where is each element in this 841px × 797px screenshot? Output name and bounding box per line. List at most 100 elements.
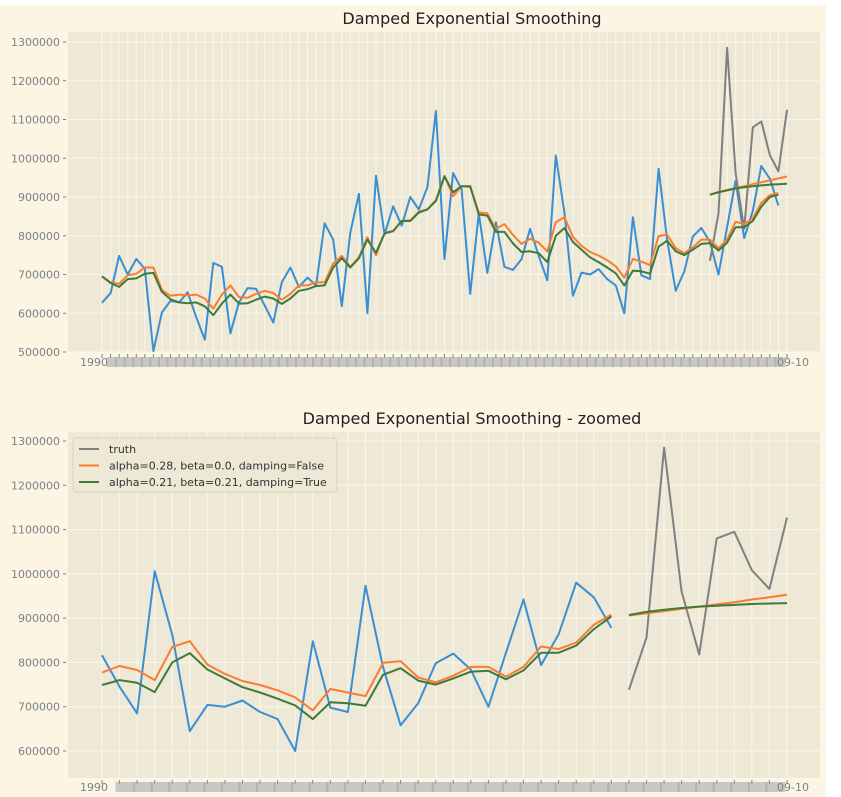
x-axis-bottom: 1990 09-10 — [80, 780, 809, 794]
x-tick-label-overlap — [654, 357, 666, 367]
x-tick-label-overlap — [765, 782, 785, 792]
y-tick-label: 1200000 — [11, 479, 60, 492]
x-tick-label-overlap — [337, 357, 349, 367]
legend-label-model1: alpha=0.28, beta=0.0, damping=False — [109, 460, 324, 473]
x-tick-label-overlap — [238, 782, 259, 792]
y-tick-label: 900000 — [18, 612, 60, 625]
x-tick-label-overlap — [577, 357, 589, 367]
x-tick-label: 09-10 — [777, 781, 809, 794]
x-tick-label-overlap — [168, 782, 188, 792]
series-line-alpha-0-21-beta-0-21-damping-true — [101, 175, 779, 317]
x-tick-label-overlap — [695, 782, 715, 792]
x-tick-label-overlap — [449, 357, 460, 367]
x-tick-label-overlap — [256, 782, 276, 792]
y-tick-label: 1000000 — [11, 568, 60, 581]
x-tick-label-overlap — [723, 357, 734, 367]
y-axis-top: 500000 600000 700000 800000 900000 1000000 110… — [11, 36, 66, 359]
chart-title-bottom: Damped Exponential Smoothing - zoomed — [303, 409, 642, 428]
x-tick-label-overlap — [747, 782, 768, 792]
x-tick-label-overlap — [466, 782, 487, 792]
y-tick-label: 800000 — [18, 230, 60, 243]
x-tick-label-overlap — [765, 357, 777, 367]
x-tick-label-overlap — [303, 357, 315, 367]
x-tick-label: 1990 — [80, 356, 108, 369]
x-tick-label-overlap — [526, 357, 537, 367]
x-tick-label-overlap — [589, 782, 610, 792]
x-tick-label-overlap — [175, 357, 186, 367]
x-tick-label-overlap — [551, 357, 563, 367]
x-tick-label-overlap — [642, 782, 663, 792]
y-tick-label: 700000 — [18, 269, 60, 282]
x-tick-label-overlap — [423, 357, 434, 367]
x-tick-label-overlap — [226, 357, 237, 367]
x-tick-label-overlap — [209, 357, 220, 367]
x-tick-label-overlap — [379, 782, 399, 792]
x-tick-label-overlap — [192, 357, 203, 367]
y-tick-label: 1000000 — [11, 152, 60, 165]
x-tick-label-overlap — [449, 782, 469, 792]
x-tick-label-overlap — [537, 782, 557, 792]
x-tick-label-overlap — [183, 357, 195, 367]
x-tick-label-overlap — [326, 782, 346, 792]
x-tick-label-overlap — [243, 357, 255, 367]
x-tick-label-overlap — [474, 357, 486, 367]
x-tick-label-overlap — [748, 357, 760, 367]
x-tick-label-overlap — [501, 782, 522, 792]
x-tick-label-overlap — [431, 782, 452, 792]
chart-title-top: Damped Exponential Smoothing — [342, 9, 601, 28]
x-tick-label-overlap — [123, 357, 135, 367]
x-tick-label-overlap — [607, 782, 627, 792]
x-tick-label-overlap — [440, 357, 452, 367]
x-tick-label-overlap — [519, 782, 540, 792]
x-tick-label-overlap — [133, 782, 153, 792]
y-tick-label: 1300000 — [11, 36, 60, 49]
x-tick-label-overlap — [572, 782, 592, 792]
x-tick-label-overlap — [308, 782, 329, 792]
x-tick-label-overlap — [620, 357, 631, 367]
chart-top: 500000 600000 700000 800000 900000 1000000 110… — [11, 9, 820, 369]
x-tick-label-overlap — [730, 782, 750, 792]
x-tick-label-overlap — [688, 357, 700, 367]
series-line-truth — [627, 446, 788, 691]
x-tick-label-overlap — [185, 782, 206, 792]
x-tick-label-overlap — [220, 782, 241, 792]
x-tick-label-overlap — [343, 782, 364, 792]
x-tick-label: 1990 — [80, 781, 108, 794]
x-tick-label-overlap — [273, 782, 294, 792]
x-tick-label-overlap — [712, 782, 733, 792]
x-tick-label-overlap — [757, 357, 768, 367]
x-tick-label-overlap — [115, 782, 136, 792]
x-tick-label-overlap — [200, 357, 212, 367]
x-tick-label-overlap — [594, 357, 606, 367]
x-tick-label-overlap — [235, 357, 246, 367]
x-tick-label-overlap — [637, 357, 648, 367]
x-tick-label-overlap — [484, 782, 504, 792]
x-tick-label-overlap — [269, 357, 280, 367]
x-tick-label-overlap — [203, 782, 223, 792]
x-tick-label-overlap — [414, 782, 434, 792]
x-tick-label-overlap — [414, 357, 426, 367]
y-tick-label: 500000 — [18, 346, 60, 359]
x-tick-label-overlap — [149, 357, 160, 367]
x-tick-label-overlap — [543, 357, 554, 367]
legend-label-model2: alpha=0.21, beta=0.21, damping=True — [109, 476, 327, 489]
x-tick-label-overlap — [329, 357, 340, 367]
y-tick-label: 600000 — [18, 745, 60, 758]
x-tick-label-overlap — [483, 357, 494, 367]
x-tick-label-overlap — [611, 357, 623, 367]
x-tick-label-overlap — [509, 357, 520, 367]
x-tick-label-overlap — [389, 357, 400, 367]
x-tick-label-overlap — [740, 357, 751, 367]
x-axis-top: 1990 09-10 — [80, 354, 809, 369]
x-tick-label-overlap — [106, 357, 118, 367]
y-tick-label: 1100000 — [11, 114, 60, 127]
x-tick-label-overlap — [380, 357, 392, 367]
series-line-forecast-model2 — [709, 182, 788, 196]
y-tick-label: 1300000 — [11, 435, 60, 448]
x-tick-label-overlap — [774, 357, 785, 367]
x-tick-label-overlap — [554, 782, 575, 792]
x-tick-label-overlap — [354, 357, 366, 367]
x-tick-label-overlap — [312, 357, 323, 367]
series-line-truth — [708, 46, 788, 262]
